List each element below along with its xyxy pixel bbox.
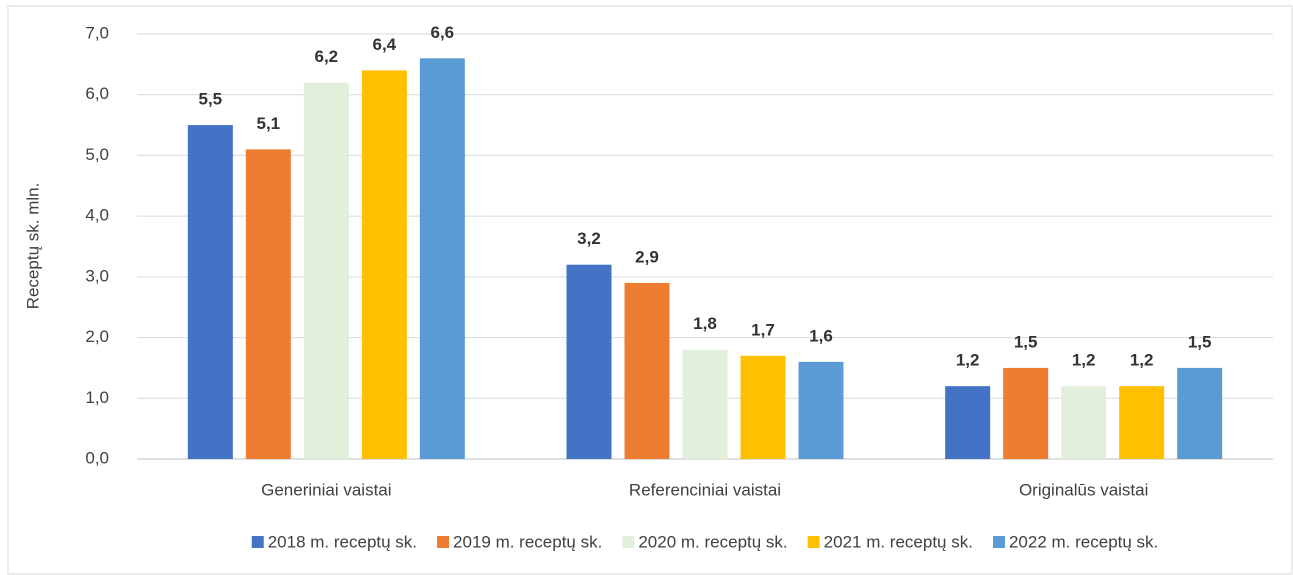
y-axis-label: Receptų sk. mln. — [23, 183, 42, 310]
bar — [945, 386, 991, 459]
bar — [1061, 386, 1107, 459]
y-tick-label: 4,0 — [85, 206, 109, 225]
chart-frame — [7, 5, 1293, 575]
y-tick-label: 5,0 — [85, 145, 109, 164]
y-tick-label: 6,0 — [85, 84, 109, 103]
value-label: 6,4 — [373, 35, 397, 54]
value-label: 2,9 — [635, 247, 659, 266]
legend-label: 2020 m. receptų sk. — [638, 532, 787, 551]
value-label: 5,5 — [199, 90, 223, 109]
legend-swatch — [622, 536, 635, 548]
x-tick-label: Referenciniai vaistai — [629, 480, 781, 499]
value-label: 6,2 — [315, 47, 339, 66]
x-tick-label: Generiniai vaistai — [261, 480, 391, 499]
bar — [798, 361, 844, 459]
legend-swatch — [807, 536, 820, 548]
value-label: 1,2 — [1130, 351, 1154, 370]
bar — [566, 264, 612, 459]
value-label: 1,5 — [1014, 332, 1038, 351]
x-tick-label: Originalūs vaistai — [1019, 480, 1148, 499]
bar — [303, 82, 349, 460]
value-label: 1,2 — [956, 351, 980, 370]
value-label: 5,1 — [257, 114, 281, 133]
y-tick-label: 2,0 — [85, 327, 109, 346]
value-label: 3,2 — [577, 229, 601, 248]
y-tick-label: 7,0 — [85, 23, 109, 42]
bar — [419, 58, 465, 460]
bar — [624, 282, 670, 459]
value-label: 1,8 — [693, 314, 717, 333]
bar — [682, 349, 728, 459]
legend-label: 2021 m. receptų sk. — [824, 532, 973, 551]
legend-swatch — [992, 536, 1005, 548]
value-label: 1,7 — [751, 320, 775, 339]
bar — [1177, 367, 1223, 459]
legend-swatch — [437, 536, 450, 548]
bar — [740, 355, 786, 459]
legend-label: 2019 m. receptų sk. — [453, 532, 602, 551]
legend-label: 2018 m. receptų sk. — [268, 532, 417, 551]
bar — [361, 70, 407, 459]
value-label: 1,5 — [1188, 332, 1212, 351]
legend-label: 2022 m. receptų sk. — [1009, 532, 1158, 551]
value-label: 1,2 — [1072, 351, 1096, 370]
bar — [1003, 367, 1049, 459]
value-label: 1,6 — [809, 326, 833, 345]
bar — [187, 125, 233, 460]
bar — [1119, 386, 1165, 459]
y-tick-label: 0,0 — [85, 448, 109, 467]
y-tick-label: 3,0 — [85, 266, 109, 285]
legend-swatch — [251, 536, 264, 548]
value-label: 6,6 — [431, 23, 455, 42]
bar — [245, 149, 291, 459]
y-tick-label: 1,0 — [85, 388, 109, 407]
